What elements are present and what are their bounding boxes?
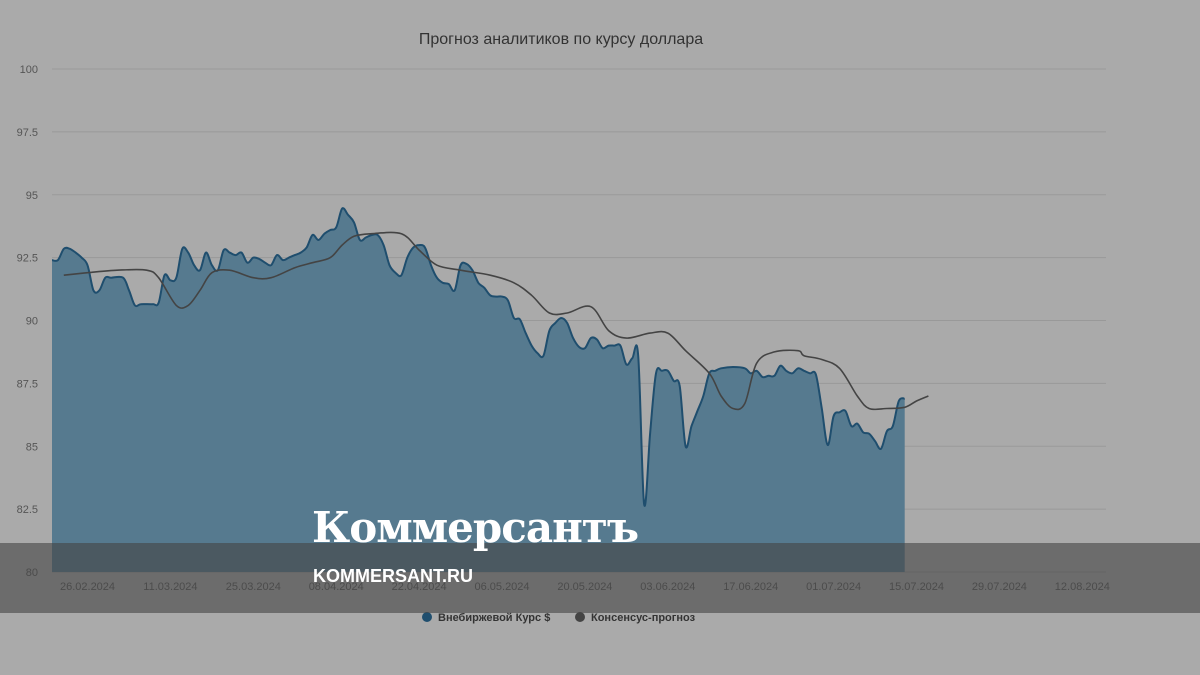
y-tick-label: 82.5	[17, 504, 38, 516]
legend-marker-0	[422, 612, 432, 622]
y-tick-label: 87.5	[17, 378, 38, 390]
line-layer	[63, 231, 929, 411]
y-tick-label: 95	[26, 190, 38, 202]
watermark-logo: Коммерсантъ	[312, 503, 639, 552]
legend: Внебиржевой Курс $ Консенсус-прогноз	[422, 612, 696, 624]
chart-title: Прогноз аналитиков по курсу доллара	[419, 31, 703, 48]
legend-label-1: Консенсус-прогноз	[591, 612, 696, 624]
legend-label-0: Внебиржевой Курс $	[438, 612, 550, 624]
y-tick-label: 92.5	[17, 253, 38, 265]
area-line-series-0	[51, 207, 906, 507]
y-tick-label: 97.5	[17, 127, 38, 139]
area-fill-series-0	[52, 208, 905, 572]
y-tick-label: 85	[26, 441, 38, 453]
watermark-url: KOMMERSANT.RU	[313, 566, 473, 586]
y-tick-label: 100	[20, 64, 38, 76]
line-series-1	[63, 231, 929, 411]
legend-marker-1	[575, 612, 585, 622]
area-layer	[51, 207, 906, 572]
watermark-band	[0, 543, 1200, 613]
y-tick-label: 90	[26, 316, 38, 328]
